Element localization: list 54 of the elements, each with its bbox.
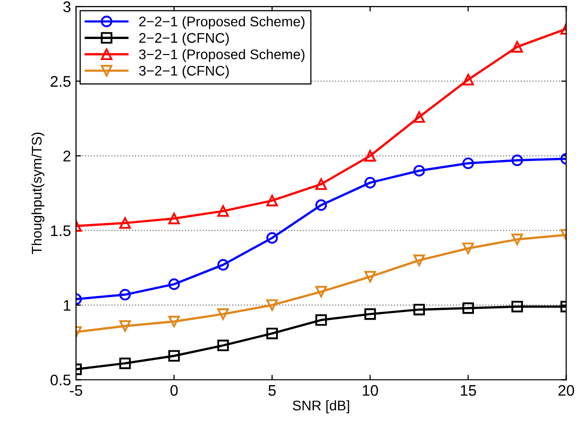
point: [168, 316, 180, 328]
point: [217, 205, 229, 217]
point: [511, 154, 523, 166]
point: [168, 350, 180, 362]
x-axis-title: SNR [dB]: [292, 400, 350, 414]
point: [119, 217, 131, 229]
point: [462, 302, 474, 314]
point: [315, 314, 327, 326]
point: [462, 242, 474, 254]
point: [119, 320, 131, 332]
point: [462, 74, 474, 86]
point: [168, 212, 180, 224]
x-tick-label: 20: [558, 385, 574, 396]
x-tick-label: 15: [460, 385, 476, 396]
point: [266, 299, 278, 311]
x-tick-label: -5: [70, 385, 82, 396]
point: [364, 270, 376, 282]
y-tick-label: 1: [64, 300, 70, 311]
point: [413, 304, 425, 316]
point: [217, 340, 229, 352]
point: [315, 178, 327, 190]
point: [266, 194, 278, 206]
point: [413, 111, 425, 123]
point: [168, 278, 180, 290]
legend-label: 2−2−1 (Proposed Scheme): [139, 16, 304, 30]
point: [364, 308, 376, 320]
point: [266, 328, 278, 340]
y-tick-label: 2.5: [50, 76, 71, 87]
point: [217, 308, 229, 320]
point: [413, 254, 425, 266]
point: [119, 288, 131, 300]
point: [364, 176, 376, 188]
point: [511, 300, 523, 312]
legend-label: 3−2−1 (Proposed Scheme): [139, 49, 304, 62]
y-axis-title: Thoughput(sym/TS): [31, 132, 44, 254]
point: [462, 158, 474, 170]
point: [119, 358, 131, 370]
y-tick-label: 1.5: [51, 225, 71, 236]
y-tick-label: 3: [63, 1, 70, 12]
point: [413, 164, 425, 176]
point: [315, 199, 327, 211]
x-tick-label: 10: [362, 385, 378, 396]
point: [364, 150, 376, 162]
point: [511, 41, 523, 53]
point: [217, 259, 229, 271]
y-tick-label: 2: [63, 150, 70, 162]
point: [315, 286, 327, 298]
legend-label: 2−2−1 (CFNC): [139, 32, 229, 46]
y-tick-label: 0.5: [50, 374, 71, 386]
x-tick-label: 0: [170, 385, 178, 396]
legend-label: 3−2−1 (CFNC): [139, 65, 229, 78]
point: [266, 232, 278, 244]
x-tick-label: 5: [268, 385, 276, 396]
point: [511, 234, 523, 246]
